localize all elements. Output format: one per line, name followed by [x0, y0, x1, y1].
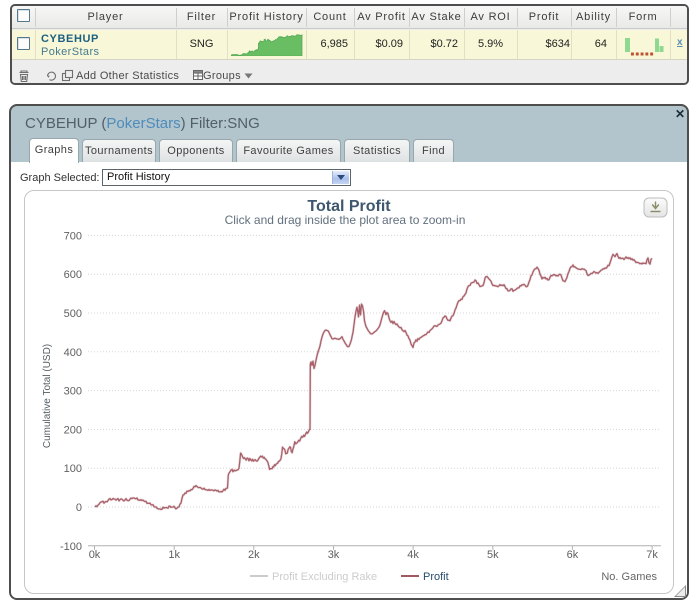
svg-text:0k: 0k	[89, 549, 101, 561]
svg-text:4k: 4k	[407, 549, 419, 561]
svg-text:5k: 5k	[487, 549, 499, 561]
svg-text:7k: 7k	[646, 549, 658, 561]
svg-text:Total Profit: Total Profit	[307, 198, 391, 215]
svg-text:700: 700	[64, 230, 82, 242]
svg-text:Profit: Profit	[423, 571, 449, 583]
svg-text:3k: 3k	[328, 549, 340, 561]
svg-text:200: 200	[64, 424, 82, 436]
svg-text:Profit Excluding Rake: Profit Excluding Rake	[272, 571, 377, 583]
svg-text:600: 600	[64, 269, 82, 281]
svg-text:0: 0	[76, 502, 82, 514]
svg-text:300: 300	[64, 386, 82, 398]
svg-text:2k: 2k	[248, 549, 260, 561]
svg-text:6k: 6k	[567, 549, 579, 561]
svg-text:500: 500	[64, 308, 82, 320]
svg-text:-100: -100	[60, 541, 82, 553]
svg-text:100: 100	[64, 463, 82, 475]
svg-text:Click and drag inside the plot: Click and drag inside the plot area to z…	[225, 213, 466, 227]
svg-text:400: 400	[64, 347, 82, 359]
svg-text:No. Games: No. Games	[601, 571, 657, 583]
svg-text:1k: 1k	[168, 549, 180, 561]
